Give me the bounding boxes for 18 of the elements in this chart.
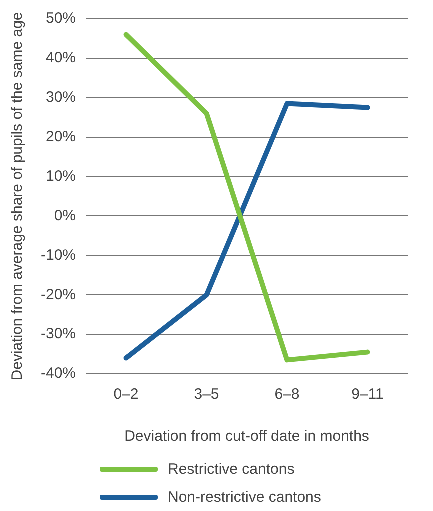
y-tick-label: 40% [46,50,76,67]
y-tick-label: 0% [54,207,76,224]
y-tick-label: 20% [46,128,76,146]
y-axis-title: Deviation from average share of pupils of the same age [9,12,26,381]
legend-label: Non-restrictive cantons [168,488,322,506]
x-axis-title: Deviation from cut-off date in months [124,428,370,446]
y-tick-label: 10% [46,168,76,185]
x-tick-label: 0–2 [114,386,139,404]
y-tick-label: -40% [40,365,76,382]
x-tick-label: 6–8 [274,386,300,404]
y-tick-label: 30% [46,89,76,106]
legend-label: Restrictive cantons [168,460,295,478]
y-tick-label: -10% [40,246,76,264]
y-tick-label: 50% [46,10,76,28]
y-tick-label: -20% [40,286,76,304]
x-tick-label: 3–5 [194,386,220,404]
x-tick-label: 9–11 [352,386,384,404]
y-tick-label: -30% [40,326,76,343]
